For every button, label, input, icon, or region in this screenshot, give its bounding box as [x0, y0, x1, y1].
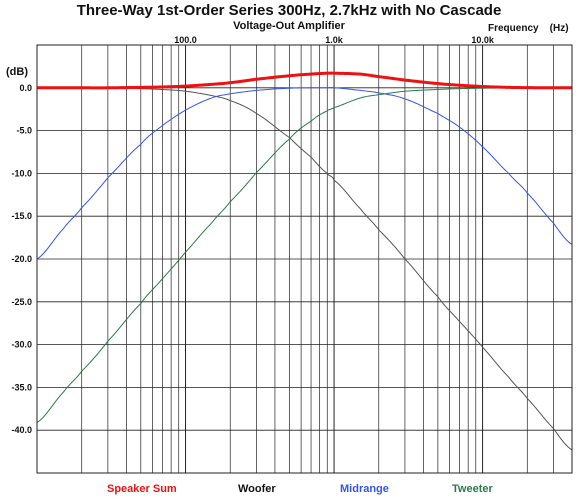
tick-labels: 0.0 -5.0 -10.0 -15.0 -20.0 -25.0 -30.0 -35.0 -40… [11, 35, 494, 435]
curves [36, 71, 573, 451]
chart-title: Three-Way 1st-Order Series 300Hz, 2.7kHz… [76, 2, 502, 19]
series-line-speaker-sum [37, 71, 572, 90]
y-tick-label: -35.0 [11, 382, 32, 392]
y-tick-label: -10.0 [11, 168, 32, 178]
y-tick-label: -5.0 [16, 126, 32, 136]
legend-tweeter: Tweeter [452, 483, 493, 495]
y-tick-label: -25.0 [11, 297, 32, 307]
legend-speaker-sum: Speaker Sum [107, 483, 177, 495]
x-tick-label: 100.0 [174, 35, 197, 45]
series-line-tweeter [36, 87, 572, 423]
series-line-woofer [37, 87, 573, 451]
plot-border [36, 44, 573, 474]
series-line-midrange [36, 87, 573, 260]
x-tick-label: 1.0k [325, 35, 344, 45]
chart-subtitle: Voltage-Out Amplifier [233, 20, 345, 32]
legend-midrange: Midrange [340, 483, 389, 495]
y-tick-label: -40.0 [11, 425, 32, 435]
x-axis-label: Frequency (Hz) [488, 23, 569, 34]
grid [36, 44, 573, 474]
legend-woofer: Woofer [238, 483, 276, 495]
x-tick-label: 10.0k [471, 35, 495, 45]
y-tick-label: -30.0 [11, 340, 32, 350]
y-tick-label: -20.0 [11, 254, 32, 264]
y-tick-label: -15.0 [11, 211, 32, 221]
y-axis-label: (dB) [6, 66, 28, 78]
y-tick-label: 0.0 [19, 83, 32, 93]
